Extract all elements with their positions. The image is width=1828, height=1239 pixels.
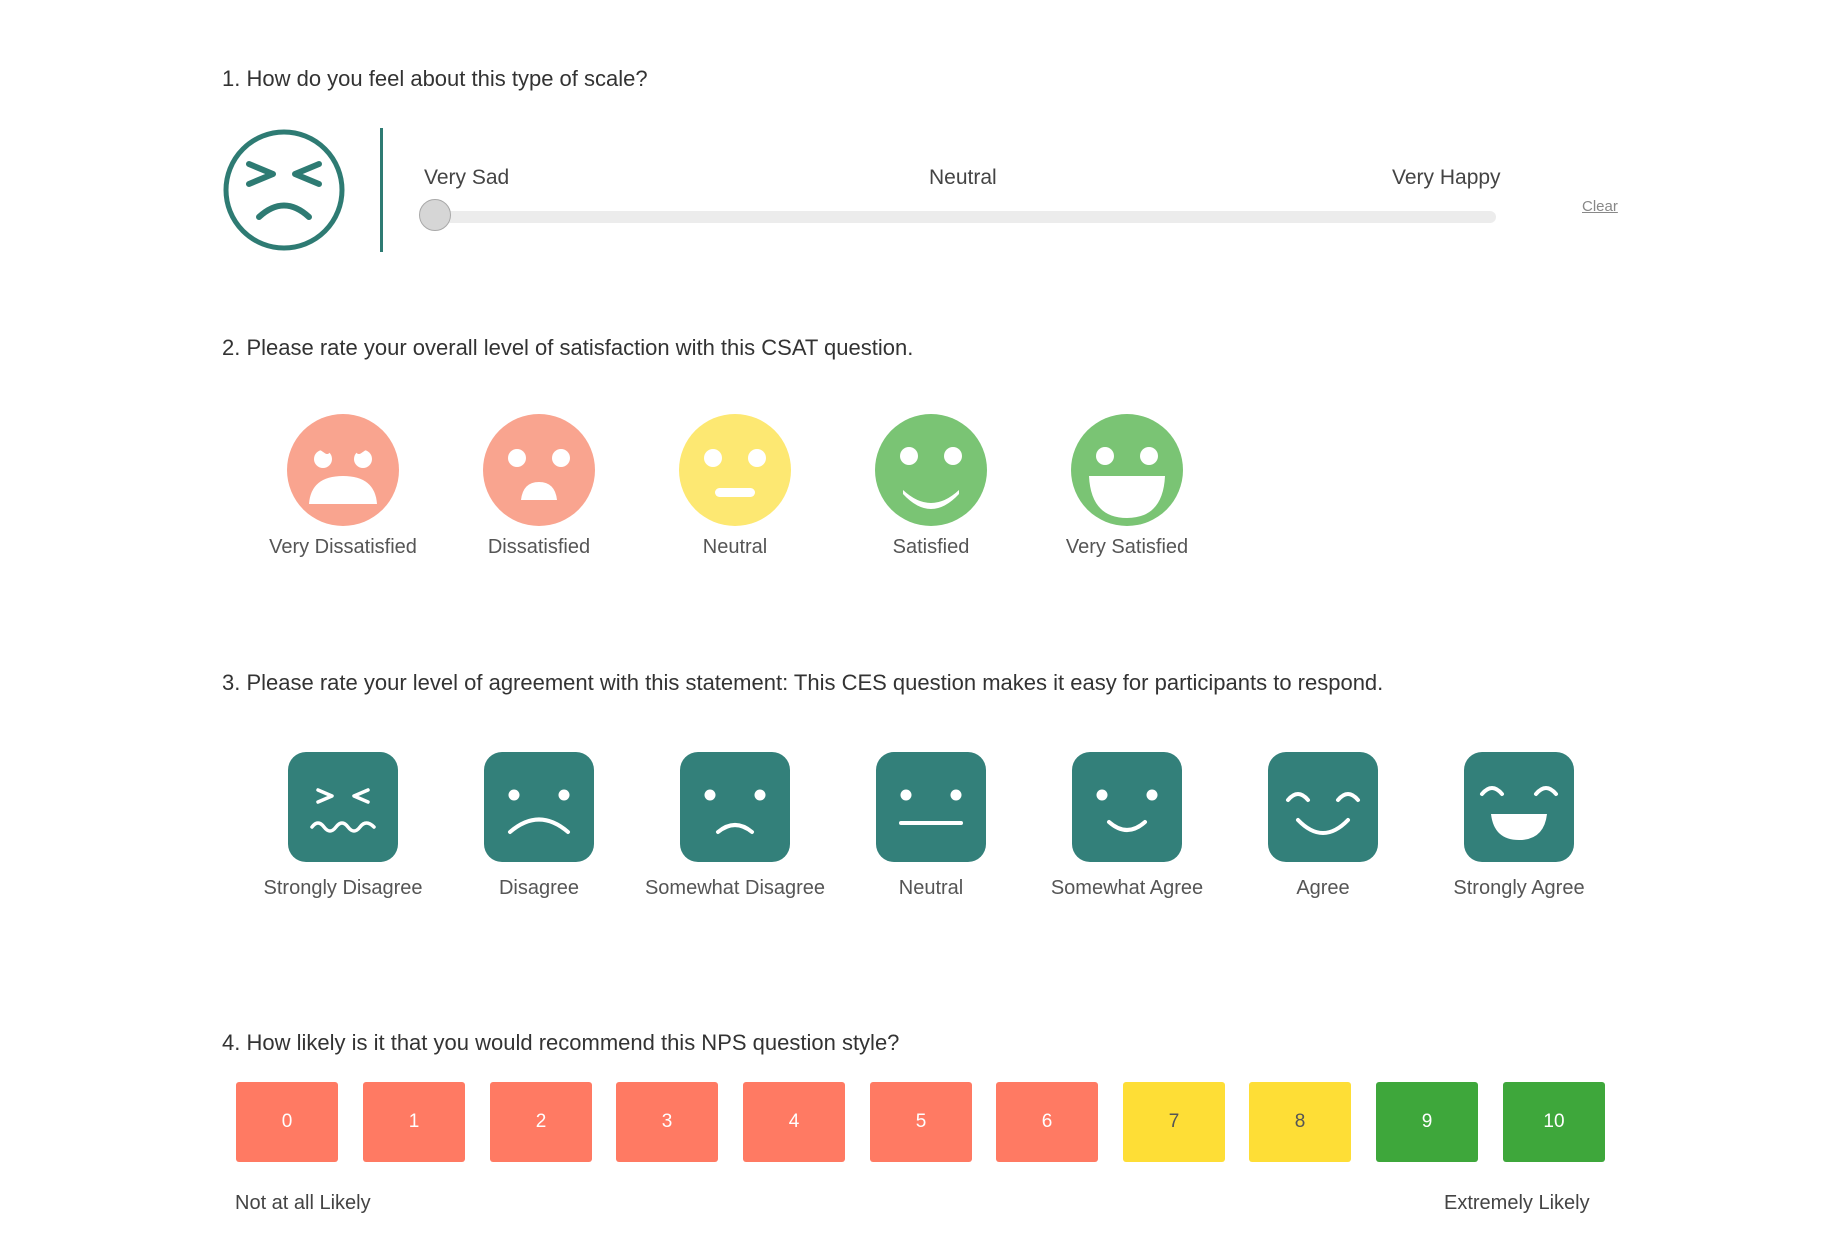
csat-label: Very Satisfied — [1065, 536, 1189, 558]
ces-option-somewhat-disagree[interactable]: Somewhat Disagree — [640, 752, 830, 901]
slider-label-neutral: Neutral — [929, 166, 997, 189]
csat-option-dissatisfied[interactable]: Dissatisfied — [439, 414, 639, 559]
slider-divider — [380, 128, 383, 252]
ces-label: Somewhat Disagree — [644, 877, 826, 899]
slider-label-very-happy: Very Happy — [1392, 166, 1501, 189]
ces-option-neutral[interactable]: Neutral — [836, 752, 1026, 901]
question-1-title: 1. How do you feel about this type of sc… — [222, 66, 648, 91]
csat-label: Very Dissatisfied — [269, 536, 417, 558]
ces-label: Strongly Disagree — [263, 877, 423, 899]
scrunched-face-icon — [288, 752, 398, 862]
slight-smile-face-icon — [1072, 752, 1182, 862]
ces-option-disagree[interactable]: Disagree — [444, 752, 634, 901]
neutral-face-icon — [876, 752, 986, 862]
slider-label-very-sad: Very Sad — [424, 166, 510, 189]
nps-high-label: Extremely Likely — [1444, 1192, 1590, 1214]
csat-option-neutral[interactable]: Neutral — [635, 414, 835, 559]
nps-option-7[interactable]: 7 — [1123, 1082, 1225, 1162]
nps-option-4[interactable]: 4 — [743, 1082, 845, 1162]
csat-option-very-dissatisfied[interactable]: Very Dissatisfied — [243, 414, 443, 559]
nps-option-1[interactable]: 1 — [363, 1082, 465, 1162]
nps-option-2[interactable]: 2 — [490, 1082, 592, 1162]
happy-closed-eyes-face-icon — [1268, 752, 1378, 862]
csat-option-satisfied[interactable]: Satisfied — [831, 414, 1031, 559]
nps-low-label: Not at all Likely — [235, 1192, 371, 1214]
nps-option-6[interactable]: 6 — [996, 1082, 1098, 1162]
csat-option-very-satisfied[interactable]: Very Satisfied — [1027, 414, 1227, 559]
ces-option-somewhat-agree[interactable]: Somewhat Agree — [1032, 752, 1222, 901]
frown-face-icon — [484, 752, 594, 862]
nps-option-8[interactable]: 8 — [1249, 1082, 1351, 1162]
sentiment-slider-thumb[interactable] — [419, 199, 451, 231]
sentiment-slider-track[interactable] — [436, 211, 1496, 223]
csat-label: Satisfied — [892, 536, 970, 558]
ces-label: Disagree — [498, 877, 580, 899]
question-2-title: 2. Please rate your overall level of sat… — [222, 335, 914, 360]
nps-option-10[interactable]: 10 — [1503, 1082, 1605, 1162]
nps-option-5[interactable]: 5 — [870, 1082, 972, 1162]
ces-option-agree[interactable]: Agree — [1228, 752, 1418, 901]
ces-label: Strongly Agree — [1453, 877, 1585, 899]
neutral-face-icon — [679, 414, 791, 526]
scrunched-face-outline-icon — [223, 129, 345, 251]
ces-label: Agree — [1296, 877, 1350, 899]
smile-face-icon — [875, 414, 987, 526]
ces-option-strongly-disagree[interactable]: Strongly Disagree — [248, 752, 438, 901]
angry-face-icon — [287, 414, 399, 526]
nps-option-9[interactable]: 9 — [1376, 1082, 1478, 1162]
laughing-face-icon — [1464, 752, 1574, 862]
nps-option-3[interactable]: 3 — [616, 1082, 718, 1162]
grin-face-icon — [1071, 414, 1183, 526]
ces-label: Neutral — [898, 877, 964, 899]
question-3-title: 3. Please rate your level of agreement w… — [222, 670, 1384, 695]
question-4-title: 4. How likely is it that you would recom… — [222, 1030, 900, 1055]
sad-face-icon — [483, 414, 595, 526]
slight-frown-face-icon — [680, 752, 790, 862]
ces-option-strongly-agree[interactable]: Strongly Agree — [1424, 752, 1614, 901]
clear-link[interactable]: Clear — [1582, 198, 1618, 215]
csat-label: Neutral — [702, 536, 768, 558]
nps-option-0[interactable]: 0 — [236, 1082, 338, 1162]
csat-label: Dissatisfied — [487, 536, 591, 558]
ces-label: Somewhat Agree — [1050, 877, 1204, 899]
